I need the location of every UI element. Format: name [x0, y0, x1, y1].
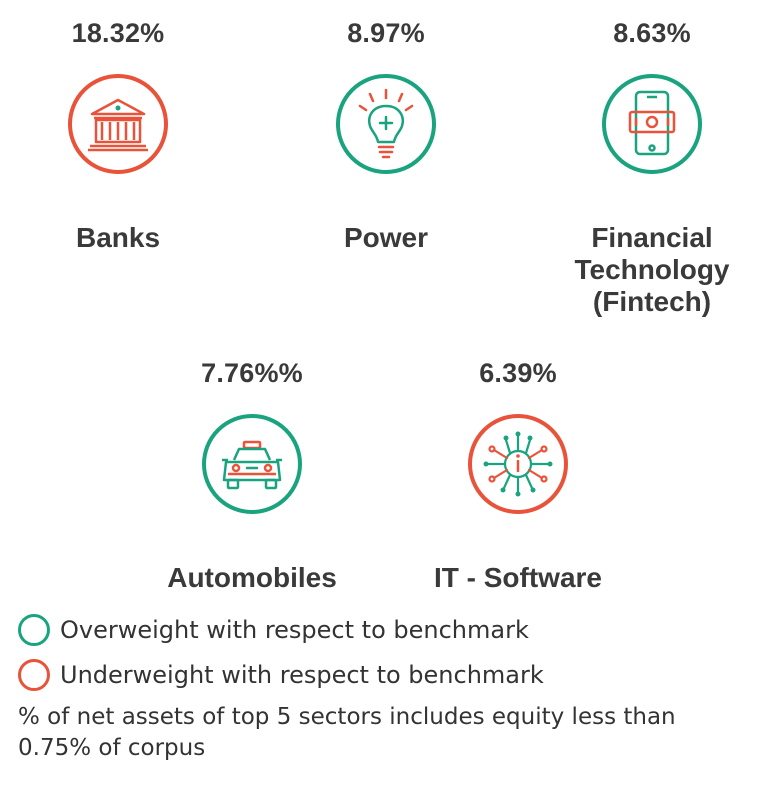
- sector-power: 8.97% Power: [276, 18, 496, 258]
- sector-icon-circle: [202, 414, 302, 514]
- sector-label: Financial Technology (Fintech): [574, 222, 730, 317]
- sector-label: IT - Software: [433, 562, 602, 593]
- sector-label: Power: [343, 222, 429, 253]
- sector-value: 8.97%: [347, 18, 425, 48]
- sector-icon-circle: [68, 74, 168, 174]
- car-icon: [222, 440, 282, 490]
- footnote: % of net assets of top 5 sectors include…: [18, 704, 676, 761]
- lightbulb-icon: [358, 88, 414, 159]
- sector-banks: 18.32% Banks: [8, 18, 228, 258]
- sector-value: 7.76%%: [201, 358, 303, 388]
- sector-icon-circle: [468, 414, 568, 514]
- sector-icon-circle: [602, 74, 702, 174]
- sector-it-software: 6.39%: [408, 358, 628, 598]
- overweight-circle-icon: [18, 614, 50, 646]
- bank-icon: [88, 98, 148, 152]
- legend-underweight: Underweight with respect to benchmark: [18, 659, 544, 691]
- sector-value: 18.32%: [71, 18, 165, 48]
- mobile-payment-icon: [628, 90, 676, 156]
- legend-overweight: Overweight with respect to benchmark: [18, 614, 529, 646]
- legend-overweight-label: Overweight with respect to benchmark: [60, 616, 529, 644]
- sector-icon-circle: [336, 74, 436, 174]
- sector-label: Automobiles: [167, 562, 337, 593]
- sector-value: 6.39%: [479, 358, 557, 388]
- underweight-circle-icon: [18, 659, 50, 691]
- sector-value: 8.63%: [613, 18, 691, 48]
- sector-automobiles: 7.76%% Automobiles: [142, 358, 362, 598]
- legend-underweight-label: Underweight with respect to benchmark: [60, 661, 544, 689]
- sector-label: Banks: [75, 222, 161, 253]
- circuit-icon: [483, 431, 553, 497]
- sector-fintech: 8.63% Financial Technology (Fintech): [542, 18, 762, 328]
